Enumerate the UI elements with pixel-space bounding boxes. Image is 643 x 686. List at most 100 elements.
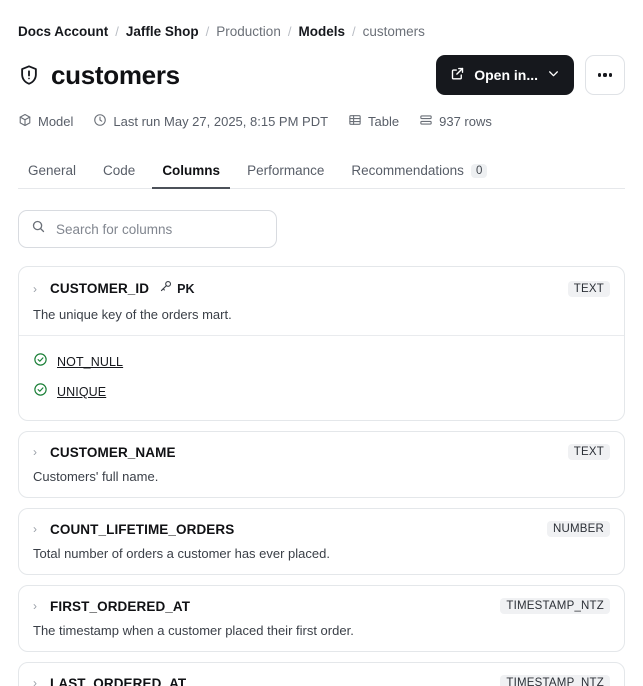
column-description: The unique key of the orders mart. bbox=[33, 307, 232, 322]
tab-label: Performance bbox=[247, 163, 325, 178]
column-card: › COUNT_LIFETIME_ORDERS NUMBER Total number… bbox=[18, 508, 625, 575]
column-card-header: › CUSTOMER_ID PK TEXT bbox=[33, 279, 610, 298]
column-name: CUSTOMER_ID bbox=[50, 281, 150, 296]
meta-rows: 937 rows bbox=[419, 113, 492, 130]
column-card-header: › LAST_ORDERED_AT TIMESTAMP_NTZ bbox=[33, 675, 610, 686]
meta-label: 937 rows bbox=[439, 114, 492, 129]
ellipsis-icon bbox=[609, 73, 613, 77]
metadata-row: Model Last run May 27, 2025, 8:15 PM PDT T… bbox=[18, 113, 625, 130]
open-in-button[interactable]: Open in... bbox=[436, 55, 574, 95]
external-link-icon bbox=[450, 66, 465, 84]
column-card-header: › COUNT_LIFETIME_ORDERS NUMBER bbox=[33, 521, 610, 537]
tab-general[interactable]: General bbox=[18, 156, 86, 189]
column-type-badge: TIMESTAMP_NTZ bbox=[500, 675, 610, 686]
tab-code[interactable]: Code bbox=[93, 156, 145, 189]
tab-performance[interactable]: Performance bbox=[237, 156, 334, 189]
columns-list: › CUSTOMER_ID PK TEXT The unique key of the … bbox=[18, 266, 625, 686]
tab-bar: General Code Columns Performance Recommendat… bbox=[18, 156, 625, 189]
column-card: › FIRST_ORDERED_AT TIMESTAMP_NTZ The timest… bbox=[18, 585, 625, 652]
chevron-right-icon[interactable]: › bbox=[33, 599, 37, 613]
chevron-right-icon[interactable]: › bbox=[33, 676, 37, 686]
column-card-main: › CUSTOMER_ID PK TEXT The unique key of the … bbox=[19, 267, 624, 335]
column-description: Customers' full name. bbox=[33, 469, 159, 484]
chevron-right-icon[interactable]: › bbox=[33, 445, 37, 459]
column-name-group[interactable]: › CUSTOMER_ID PK bbox=[33, 279, 195, 298]
ellipsis-icon bbox=[603, 73, 607, 77]
meta-label: Last run May 27, 2025, 8:15 PM PDT bbox=[113, 114, 329, 129]
test-row: NOT_NULL bbox=[33, 347, 610, 377]
search-section bbox=[18, 210, 625, 248]
meta-label: Model bbox=[38, 114, 74, 129]
column-name: COUNT_LIFETIME_ORDERS bbox=[50, 521, 235, 537]
column-name: FIRST_ORDERED_AT bbox=[50, 598, 191, 614]
column-card: › CUSTOMER_ID PK TEXT The unique key of the … bbox=[18, 266, 625, 421]
tab-recommendations[interactable]: Recommendations 0 bbox=[341, 156, 497, 189]
ellipsis-icon bbox=[597, 73, 601, 77]
breadcrumb-item-production[interactable]: Production bbox=[216, 24, 281, 39]
breadcrumb-separator: / bbox=[205, 24, 210, 39]
clock-icon bbox=[93, 113, 107, 130]
column-card-main: › CUSTOMER_NAME TEXT Customers' full name. bbox=[19, 432, 624, 497]
search-icon bbox=[31, 219, 46, 239]
tab-columns[interactable]: Columns bbox=[152, 156, 231, 189]
title-group: customers bbox=[18, 60, 180, 91]
column-type-badge: TEXT bbox=[567, 280, 610, 297]
chevron-right-icon[interactable]: › bbox=[33, 522, 37, 536]
tab-badge-count: 0 bbox=[470, 163, 488, 178]
column-card-header: › FIRST_ORDERED_AT TIMESTAMP_NTZ bbox=[33, 598, 610, 614]
meta-table: Table bbox=[348, 113, 399, 130]
check-circle-icon bbox=[33, 352, 48, 372]
breadcrumb-separator: / bbox=[115, 24, 119, 39]
chevron-right-icon[interactable]: › bbox=[33, 281, 37, 296]
column-description: The timestamp when a customer placed the… bbox=[33, 623, 354, 638]
breadcrumb-separator: / bbox=[351, 24, 356, 39]
column-type-badge: TIMESTAMP_NTZ bbox=[500, 598, 610, 614]
tab-label: General bbox=[28, 163, 77, 178]
test-link[interactable]: NOT_NULL bbox=[57, 355, 124, 369]
search-box[interactable] bbox=[18, 210, 277, 248]
column-type-badge: NUMBER bbox=[546, 521, 610, 537]
title-row: customers Open in... bbox=[18, 55, 625, 95]
meta-clock: Last run May 27, 2025, 8:15 PM PDT bbox=[93, 113, 328, 130]
search-input[interactable] bbox=[56, 221, 264, 237]
column-description: Total number of orders a customer has ev… bbox=[33, 546, 330, 561]
more-options-button[interactable] bbox=[585, 55, 625, 95]
column-name-group[interactable]: › COUNT_LIFETIME_ORDERS bbox=[33, 522, 234, 537]
page-title: customers bbox=[51, 59, 180, 90]
breadcrumb-item-docs-account[interactable]: Docs Account bbox=[18, 24, 109, 39]
meta-cube: Model bbox=[18, 113, 73, 130]
column-tests: NOT_NULL UNIQUE bbox=[19, 335, 624, 420]
column-name: LAST_ORDERED_AT bbox=[50, 675, 187, 686]
rows-icon bbox=[419, 113, 433, 130]
tab-label: Columns bbox=[162, 163, 221, 178]
column-type-badge: TEXT bbox=[567, 444, 610, 460]
column-card-header: › CUSTOMER_NAME TEXT bbox=[33, 444, 610, 460]
tab-label: Recommendations bbox=[351, 163, 464, 178]
breadcrumb-separator: / bbox=[287, 24, 292, 39]
tab-label: Code bbox=[103, 163, 136, 178]
breadcrumb-item-models[interactable]: Models bbox=[298, 24, 345, 39]
check-circle-icon bbox=[33, 382, 48, 402]
cube-icon bbox=[18, 113, 32, 130]
chevron-down-icon bbox=[547, 67, 560, 83]
column-name-group[interactable]: › CUSTOMER_NAME bbox=[33, 445, 176, 460]
column-name-group[interactable]: › LAST_ORDERED_AT bbox=[33, 676, 186, 686]
breadcrumb-item-customers: customers bbox=[362, 24, 425, 39]
column-name: CUSTOMER_NAME bbox=[50, 444, 176, 460]
test-row: UNIQUE bbox=[33, 377, 610, 407]
shield-alert-icon bbox=[18, 64, 40, 86]
key-icon bbox=[159, 279, 173, 298]
table-icon bbox=[348, 113, 362, 130]
test-link[interactable]: UNIQUE bbox=[57, 385, 107, 399]
title-actions: Open in... bbox=[436, 55, 625, 95]
breadcrumb-item-jaffle-shop[interactable]: Jaffle Shop bbox=[125, 24, 199, 39]
primary-key-marker: PK bbox=[159, 279, 195, 298]
breadcrumb: Docs Account / Jaffle Shop / Production / Mode… bbox=[18, 0, 625, 39]
column-name-group[interactable]: › FIRST_ORDERED_AT bbox=[33, 599, 190, 614]
primary-key-label: PK bbox=[177, 281, 195, 296]
column-card: › CUSTOMER_NAME TEXT Customers' full name. bbox=[18, 431, 625, 498]
open-in-label: Open in... bbox=[474, 67, 538, 83]
